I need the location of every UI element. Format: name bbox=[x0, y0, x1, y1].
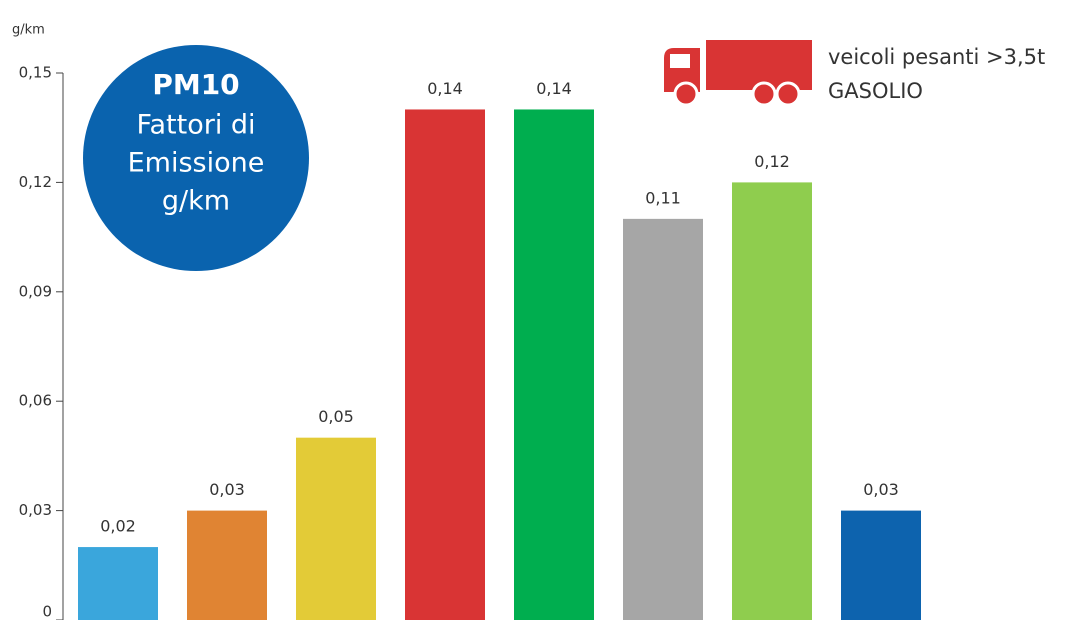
bar bbox=[841, 510, 921, 620]
bar bbox=[732, 182, 812, 620]
y-tick-label: 0,09 bbox=[19, 282, 52, 300]
legend-text: GASOLIO bbox=[828, 79, 923, 103]
bar bbox=[623, 218, 703, 620]
data-label: 0,05 bbox=[318, 407, 354, 426]
y-tick-label: 0 bbox=[42, 603, 52, 620]
y-tick-label: 0,15 bbox=[19, 64, 52, 82]
bar bbox=[187, 510, 267, 620]
bar bbox=[78, 547, 158, 620]
legend-text: veicoli pesanti >3,5t bbox=[828, 45, 1045, 69]
data-label: 0,03 bbox=[863, 480, 899, 499]
data-label: 0,14 bbox=[427, 79, 463, 98]
bar bbox=[405, 109, 485, 620]
y-tick-label: 0,03 bbox=[19, 501, 52, 519]
data-label: 0,12 bbox=[754, 152, 790, 171]
y-tick-label: 0,06 bbox=[19, 392, 52, 410]
truck-icon bbox=[664, 40, 812, 107]
title-badge bbox=[83, 45, 309, 271]
chart-title: Fattori di bbox=[136, 110, 255, 141]
data-label: 0,02 bbox=[100, 517, 136, 536]
bar bbox=[514, 109, 594, 620]
bar bbox=[296, 437, 376, 620]
data-label: 0,11 bbox=[645, 188, 681, 207]
y-tick-label: 0,12 bbox=[19, 173, 52, 191]
data-label: 0,03 bbox=[209, 480, 245, 499]
chart-title: PM10 bbox=[152, 68, 239, 101]
data-label: 0,14 bbox=[536, 79, 572, 98]
chart-title: g/km bbox=[162, 186, 230, 217]
chart-title: Emissione bbox=[128, 148, 265, 179]
y-axis-label: g/km bbox=[12, 23, 45, 38]
